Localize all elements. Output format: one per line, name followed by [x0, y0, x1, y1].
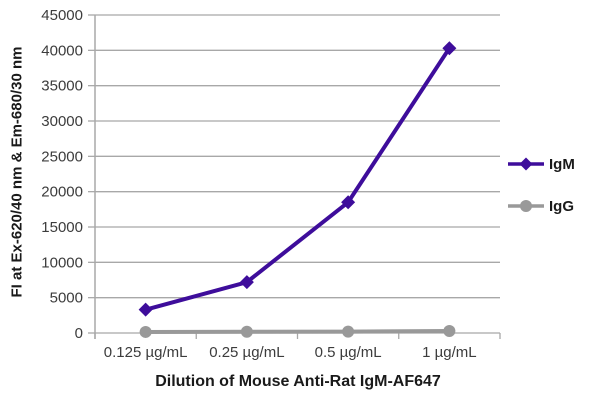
series-line-igg	[143, 329, 452, 334]
data-point-igm	[239, 275, 254, 290]
y-axis-title: FI at Ex-620/40 nm & Em-680/30 nm	[8, 46, 26, 298]
series-line-igm	[143, 46, 452, 312]
x-tick-label: 0.125 µg/mL	[104, 344, 188, 361]
y-tick-label: 45000	[41, 7, 83, 24]
x-tick-label: 0.25 µg/mL	[209, 344, 284, 361]
igg-circle-line-icon	[508, 200, 544, 212]
y-tick-label: 0	[75, 325, 83, 342]
data-point-igm	[442, 41, 457, 56]
y-tick-label: 15000	[41, 219, 83, 236]
data-point-igm	[138, 302, 153, 317]
legend: IgM IgG	[506, 150, 575, 220]
y-tick-label: 40000	[41, 42, 83, 59]
y-tick-label: 30000	[41, 113, 83, 130]
data-point-igm	[341, 195, 356, 210]
legend-label-igm: IgM	[549, 155, 575, 173]
data-point-igg	[240, 325, 253, 338]
x-axis-title: Dilution of Mouse Anti-Rat IgM-AF647	[155, 373, 441, 390]
y-tick-label: 25000	[41, 148, 83, 165]
data-point-igg	[443, 325, 456, 338]
data-point-igg	[342, 325, 355, 338]
x-tick-label: 1 µg/mL	[422, 344, 477, 361]
y-tick-label: 10000	[41, 254, 83, 271]
y-tick-label: 20000	[41, 184, 83, 201]
y-tick-label: 5000	[50, 290, 83, 307]
x-tick-label: 0.5 µg/mL	[315, 344, 382, 361]
legend-item-igg: IgG	[506, 192, 575, 220]
igm-diamond-line-icon	[508, 157, 544, 171]
y-tick-label: 35000	[41, 78, 83, 95]
legend-label-igg: IgG	[549, 197, 574, 215]
data-point-igg	[139, 325, 152, 338]
legend-item-igm: IgM	[506, 150, 575, 178]
